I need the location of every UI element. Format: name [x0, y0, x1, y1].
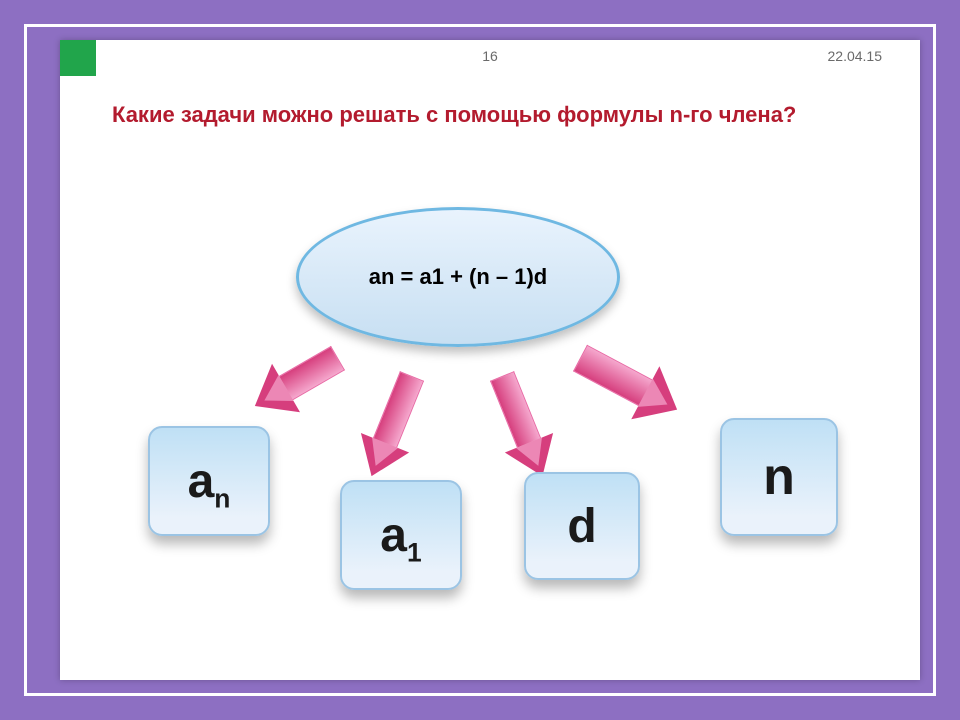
box-n: n — [720, 418, 838, 536]
arrow-2 — [347, 366, 436, 486]
box-label-a1: a1 — [380, 508, 421, 563]
arrow-3 — [478, 366, 567, 486]
arrow-1 — [241, 334, 352, 430]
box-an: an — [148, 426, 270, 536]
box-d: d — [524, 472, 640, 580]
slide: 16 22.04.15 Какие задачи можно решать с … — [60, 40, 920, 680]
box-a1: a1 — [340, 480, 462, 590]
formula-text: an = a1 + (n – 1)d — [369, 264, 548, 290]
box-label-d: d — [567, 499, 596, 554]
box-label-n: n — [763, 447, 795, 507]
slide-header: 16 22.04.15 — [60, 40, 920, 74]
formula-ellipse: an = a1 + (n – 1)d — [296, 207, 620, 347]
page-number: 16 — [482, 48, 498, 64]
arrow-4 — [566, 332, 691, 437]
slide-date: 22.04.15 — [828, 48, 883, 64]
box-label-an: an — [188, 454, 231, 509]
slide-title: Какие задачи можно решать с помощью форм… — [112, 100, 872, 130]
